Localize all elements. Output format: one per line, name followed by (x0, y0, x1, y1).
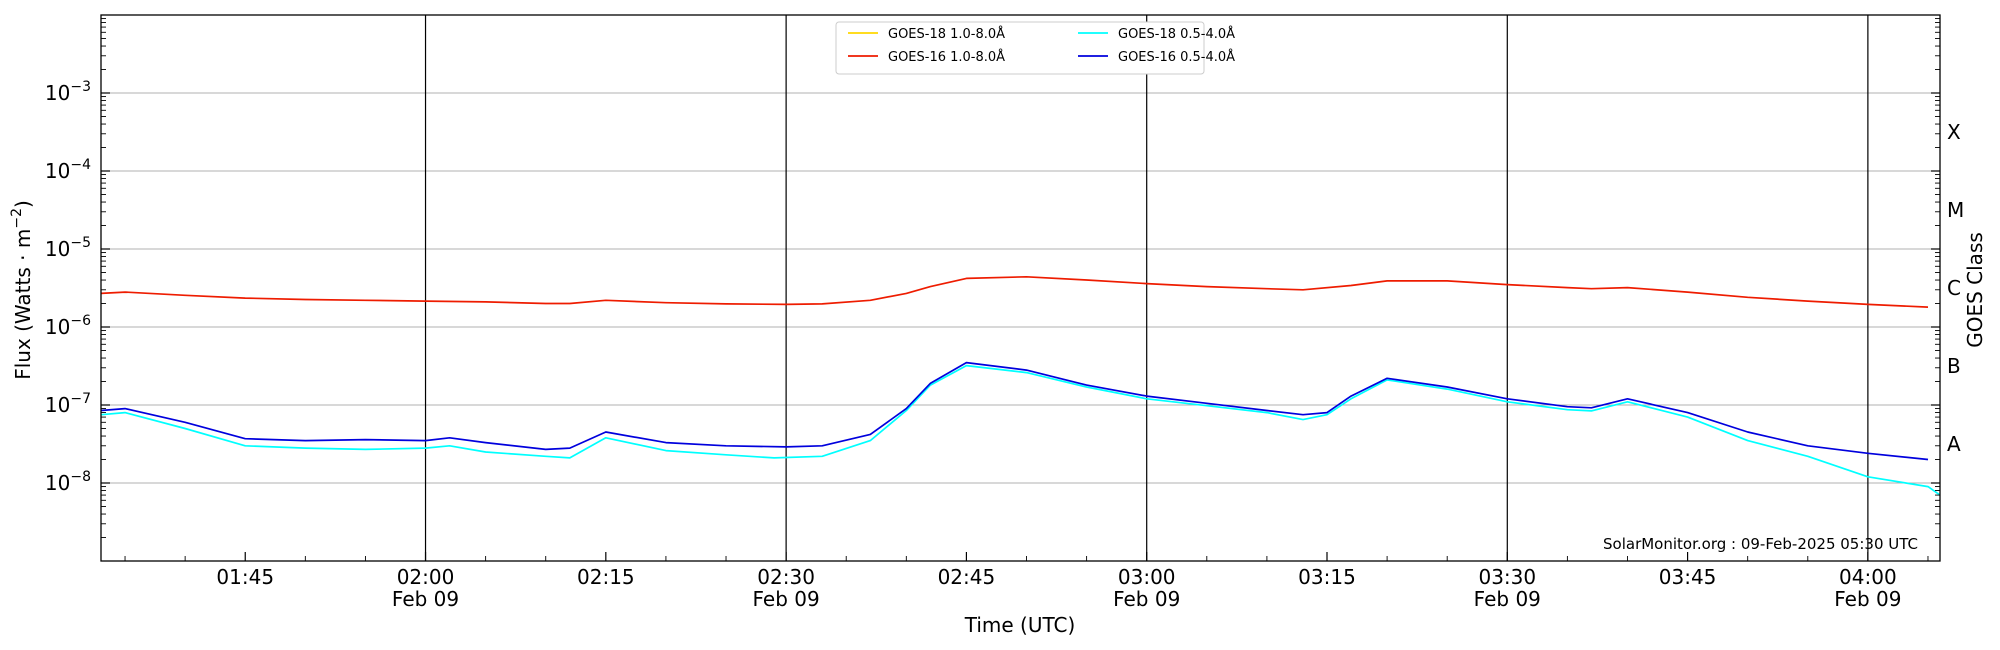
x-tick-label: 03:30 (1478, 565, 1536, 589)
x-tick-date-label: Feb 09 (1834, 587, 1901, 611)
y-axis-title-exponent: −2 (9, 208, 25, 229)
y-axis-title: Flux (Watts · m−2) (9, 200, 35, 380)
x-tick-date-label: Feb 09 (1113, 587, 1180, 611)
x-tick-label: 03:15 (1298, 565, 1356, 589)
legend-label-1: GOES-16 1.0-8.0Å (888, 49, 1005, 65)
y-tick-label: 10−4 (45, 157, 91, 183)
y-tick-exponent: −6 (70, 313, 91, 329)
y-tick-base: 10 (45, 315, 70, 339)
legend-label-0: GOES-18 1.0-8.0Å (888, 26, 1005, 42)
y-tick-base: 10 (45, 393, 70, 417)
y-tick-label: 10−6 (45, 313, 91, 339)
legend-box (835, 21, 1205, 75)
y-tick-label: 10−8 (45, 469, 91, 495)
x-tick-label: 02:45 (938, 565, 996, 589)
vertical-markers (424, 15, 1869, 561)
goes-class-label-b: B (1947, 354, 1961, 378)
goes-class-label-a: A (1947, 432, 1961, 456)
x-tick-date-label: Feb 09 (753, 587, 820, 611)
legend-label-2: GOES-18 0.5-4.0Å (1118, 26, 1235, 42)
x-tick-date-label: Feb 09 (1474, 587, 1541, 611)
x-tick-label: 02:00 (397, 565, 455, 589)
y-tick-base: 10 (45, 471, 70, 495)
y-tick-label: 10−5 (45, 235, 91, 261)
grid-layer (101, 92, 1940, 484)
x-axis-title: Time (UTC) (964, 613, 1076, 637)
y-tick-label: 10−3 (45, 79, 91, 105)
plot-frame (100, 14, 1941, 562)
series-layer (100, 275, 1941, 496)
y-tick-exponent: −4 (70, 157, 91, 173)
y-tick-exponent: −7 (70, 391, 91, 407)
x-tick-label: 03:00 (1118, 565, 1176, 589)
legend: GOES-18 1.0-8.0Å GOES-16 1.0-8.0Å GOES-18 … (835, 21, 1235, 75)
series-line-1 (100, 275, 1929, 308)
y-tick-base: 10 (45, 81, 70, 105)
x-tick-label: 03:45 (1659, 565, 1717, 589)
svg-text:Flux (Watts · m−2): Flux (Watts · m−2) (9, 200, 35, 380)
y-tick-exponent: −8 (70, 469, 91, 485)
goes-class-label-m: M (1947, 198, 1964, 222)
y-tick-exponent: −5 (70, 235, 91, 251)
right-axis-title: GOES Class (1963, 232, 1987, 348)
legend-label-3: GOES-16 0.5-4.0Å (1118, 49, 1235, 65)
credit-text: SolarMonitor.org : 09-Feb-2025 05:30 UTC (1603, 535, 1918, 553)
goes-class-label-c: C (1947, 276, 1961, 300)
y-tick-base: 10 (45, 159, 70, 183)
x-tick-label: 02:30 (757, 565, 815, 589)
y-tick-label: 10−7 (45, 391, 91, 417)
x-tick-label: 01:45 (216, 565, 274, 589)
goes-class-label-x: X (1947, 120, 1961, 144)
y-axis-title-close: ) (11, 200, 35, 208)
y-tick-exponent: −3 (70, 79, 91, 95)
series-line-3 (100, 361, 1929, 461)
x-tick-date-label: Feb 09 (392, 587, 459, 611)
y-axis-title-text: Flux (Watts · m (11, 229, 35, 380)
series-line-2 (100, 364, 1941, 496)
x-tick-label: 04:00 (1839, 565, 1897, 589)
y-tick-base: 10 (45, 237, 70, 261)
x-tick-label: 02:15 (577, 565, 635, 589)
